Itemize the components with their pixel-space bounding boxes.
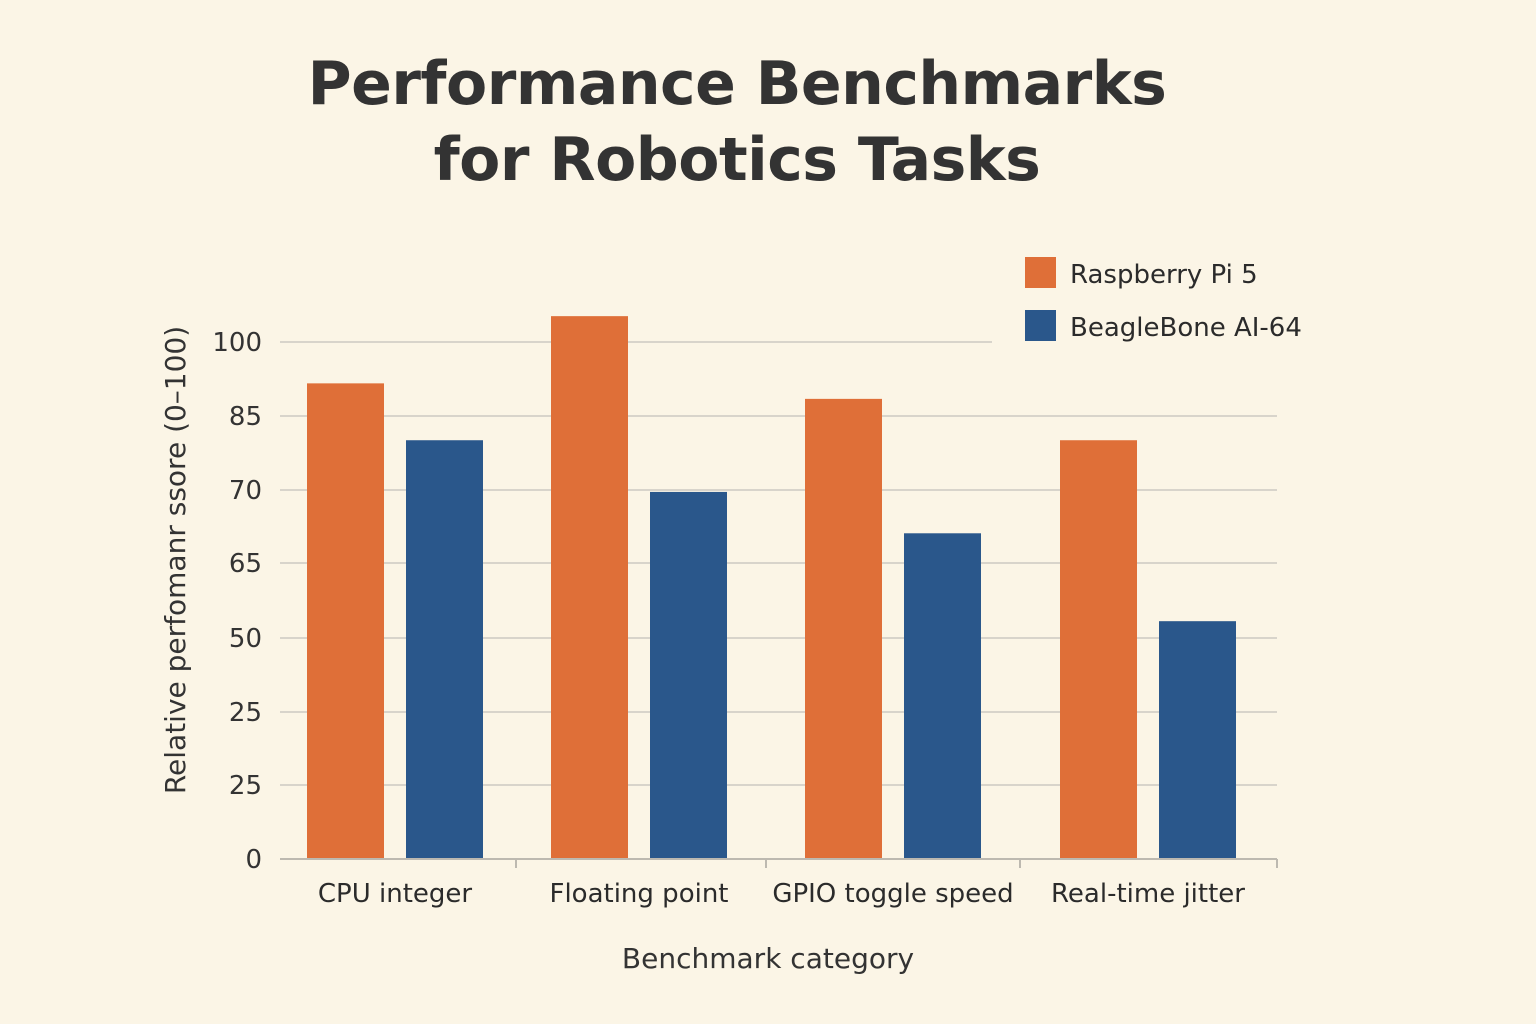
y-tick-label: 25 — [229, 771, 262, 801]
x-category-label: Real-time jitter — [1051, 879, 1245, 909]
y-tick-label: 0 — [245, 845, 262, 875]
bars — [307, 316, 1236, 859]
bar-raspberry-pi-5 — [551, 316, 628, 859]
y-tick-label: 65 — [229, 549, 262, 579]
y-axis-ticks: 0 25 25 50 65 70 85 100 — [212, 328, 262, 875]
bar-raspberry-pi-5 — [805, 398, 882, 859]
bar-beaglebone-ai-64 — [650, 491, 727, 859]
legend: Raspberry Pi 5 BeagleBone AI-64 — [1025, 257, 1302, 343]
y-tick-label: 50 — [229, 624, 262, 654]
y-tick-label: 70 — [229, 476, 262, 506]
y-axis-title: Relative perfomanr ssore (0–100) — [159, 326, 192, 794]
chart-title: Performance Benchmarks for Robotics Task… — [0, 46, 1474, 198]
bar-raspberry-pi-5 — [1060, 440, 1137, 859]
bar-beaglebone-ai-64 — [406, 440, 483, 859]
x-category-label: GPIO toggle speed — [772, 879, 1013, 909]
x-axis — [280, 858, 1278, 868]
y-tick-label: 100 — [212, 328, 262, 358]
legend-label-raspberry-pi-5: Raspberry Pi 5 — [1070, 260, 1258, 290]
legend-swatch-raspberry-pi-5 — [1025, 257, 1056, 288]
bar-raspberry-pi-5 — [307, 383, 384, 859]
bar-beaglebone-ai-64 — [904, 533, 981, 859]
legend-label-beaglebone-ai-64: BeagleBone AI-64 — [1070, 313, 1302, 343]
x-axis-title: Benchmark category — [622, 942, 914, 975]
legend-swatch-beaglebone-ai-64 — [1025, 310, 1056, 341]
y-tick-label: 25 — [229, 698, 262, 728]
x-category-label: Floating point — [550, 879, 729, 909]
x-axis-categories: CPU integer Floating point GPIO toggle spe… — [318, 879, 1245, 909]
chart-title-line-2: for Robotics Tasks — [433, 125, 1041, 195]
chart-title-line-1: Performance Benchmarks — [307, 49, 1167, 119]
bar-beaglebone-ai-64 — [1159, 621, 1236, 859]
y-tick-label: 85 — [229, 402, 262, 432]
x-category-label: CPU integer — [318, 879, 473, 909]
